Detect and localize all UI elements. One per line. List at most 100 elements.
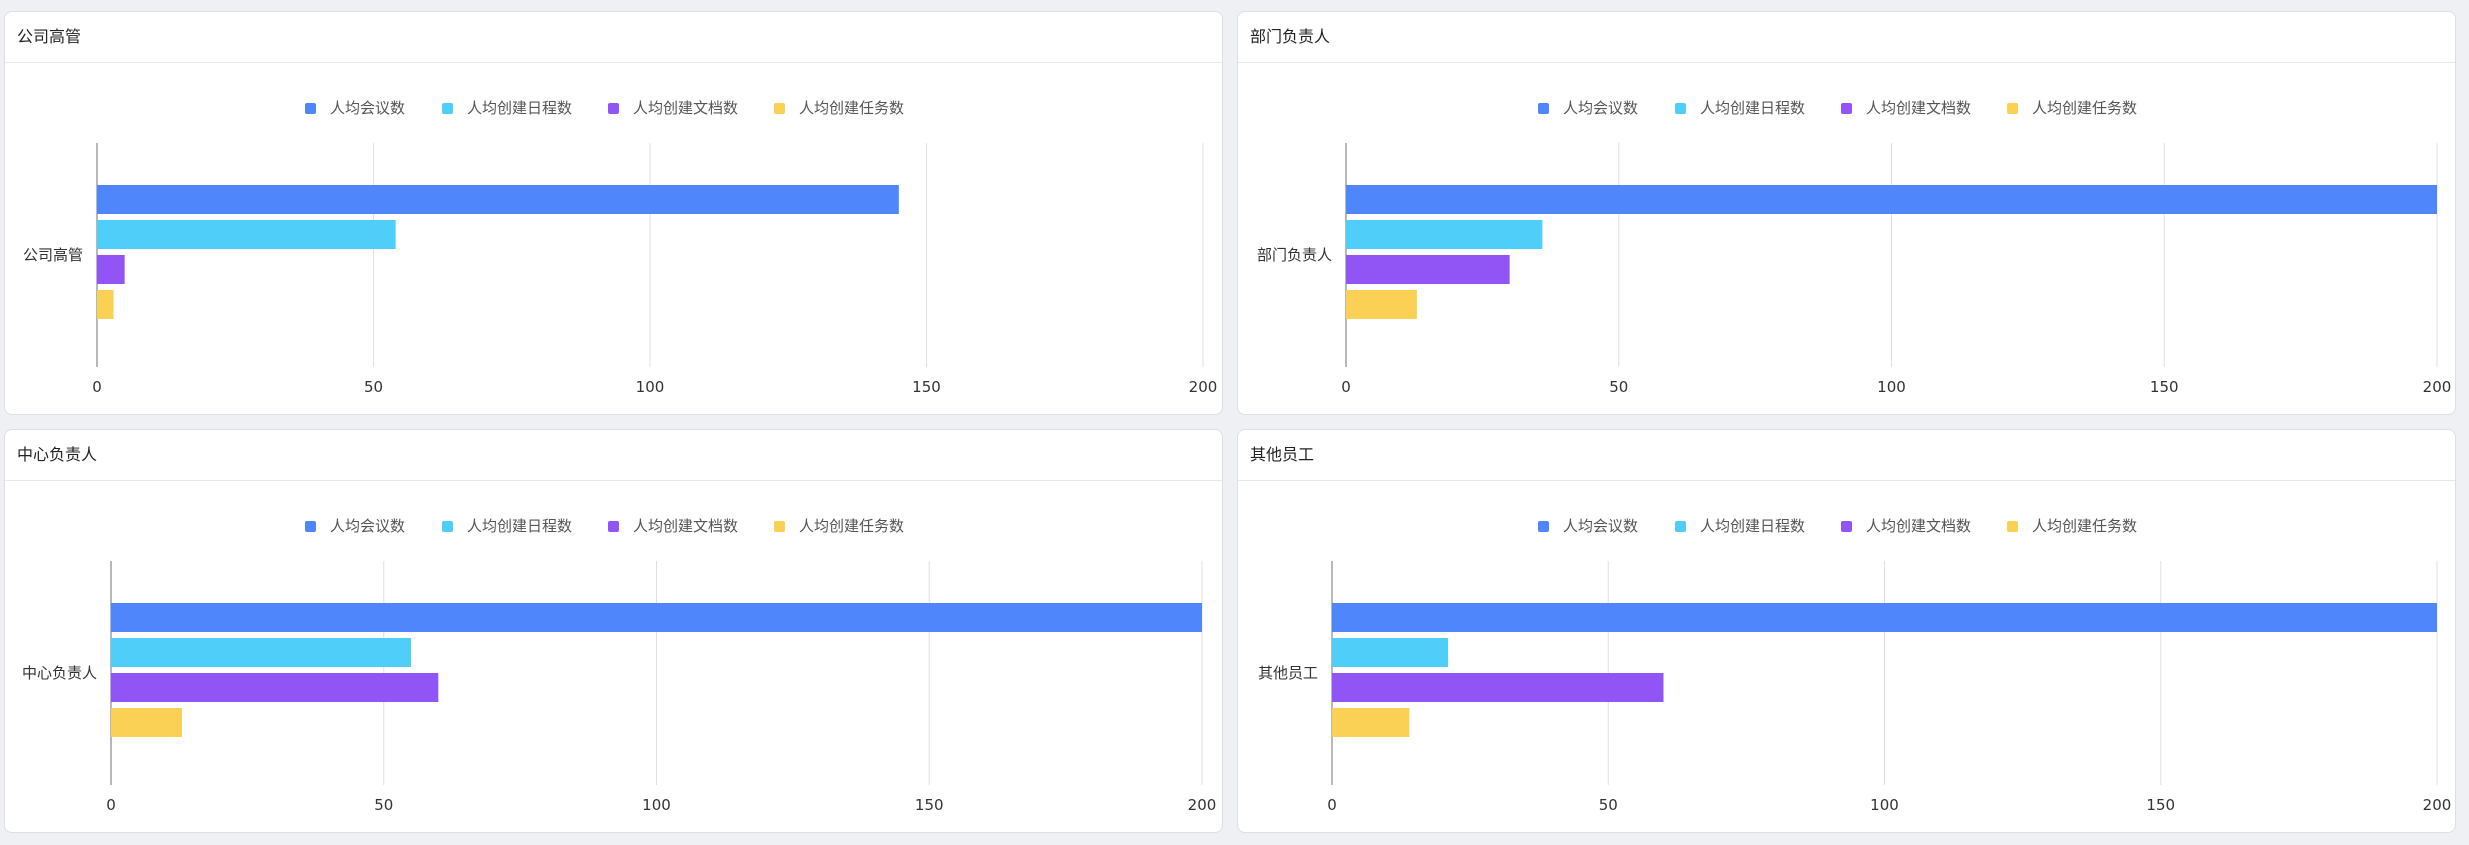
bar <box>111 638 412 667</box>
legend-swatch <box>2007 521 2018 532</box>
x-tick-label: 200 <box>1188 796 1217 814</box>
bar <box>1332 673 1664 702</box>
legend-swatch <box>1841 521 1852 532</box>
x-tick-label: 50 <box>364 378 383 396</box>
legend-label: 人均创建任务数 <box>799 517 904 535</box>
category-label: 公司高管 <box>23 246 83 264</box>
legend-item[interactable]: 人均创建日程数 <box>442 99 572 117</box>
legend-swatch <box>305 103 316 114</box>
chart-panel-dept-heads: 部门负责人 人均会议数 人均创建日程数 人均创建文档数 人均创建任务数 0 50 100 15… <box>1237 11 2456 415</box>
legend-label: 人均创建任务数 <box>2032 99 2137 117</box>
bar <box>97 185 899 214</box>
legend-item[interactable]: 人均创建日程数 <box>442 517 572 535</box>
x-tick-label: 0 <box>92 378 102 396</box>
x-tick-label: 50 <box>374 796 393 814</box>
bar <box>111 603 1202 632</box>
x-tick-label: 150 <box>2146 796 2175 814</box>
x-tick-label: 50 <box>1599 796 1618 814</box>
x-tick-label: 0 <box>1327 796 1337 814</box>
legend-label: 人均会议数 <box>1563 99 1638 117</box>
bar <box>97 220 396 249</box>
bar <box>1346 185 2437 214</box>
legend-swatch <box>305 521 316 532</box>
x-tick-label: 200 <box>2423 378 2452 396</box>
legend-label: 人均创建文档数 <box>633 517 738 535</box>
legend-item[interactable]: 人均创建文档数 <box>1841 517 1971 535</box>
legend-swatch <box>774 103 785 114</box>
category-label: 中心负责人 <box>22 664 97 682</box>
panel-title: 其他员工 <box>1238 430 2455 481</box>
legend-item[interactable]: 人均会议数 <box>1538 99 1638 117</box>
x-tick-label: 100 <box>642 796 671 814</box>
legend-swatch <box>774 521 785 532</box>
category-label: 其他员工 <box>1258 664 1318 682</box>
legend-item[interactable]: 人均创建文档数 <box>608 517 738 535</box>
bar <box>111 708 182 737</box>
category-label: 部门负责人 <box>1257 246 1332 264</box>
bar <box>1346 220 1543 249</box>
x-tick-label: 150 <box>2150 378 2179 396</box>
legend-swatch <box>608 103 619 114</box>
bar-chart: 人均会议数 人均创建日程数 人均创建文档数 人均创建任务数 0 50 100 150 200 部门… <box>1257 99 2452 396</box>
legend-label: 人均创建文档数 <box>633 99 738 117</box>
legend: 人均会议数 人均创建日程数 人均创建文档数 人均创建任务数 <box>1538 517 2137 535</box>
legend-label: 人均创建日程数 <box>1700 517 1805 535</box>
legend-item[interactable]: 人均创建日程数 <box>1675 99 1805 117</box>
x-tick-label: 0 <box>1341 378 1351 396</box>
legend-item[interactable]: 人均创建任务数 <box>774 517 904 535</box>
panel-title: 部门负责人 <box>1238 12 2455 63</box>
legend-item[interactable]: 人均创建文档数 <box>1841 99 1971 117</box>
bar <box>1332 638 1449 667</box>
bar-chart: 人均会议数 人均创建日程数 人均创建文档数 人均创建任务数 0 50 100 150 200 公司… <box>23 99 1218 396</box>
legend-swatch <box>1538 521 1549 532</box>
legend-item[interactable]: 人均会议数 <box>305 517 405 535</box>
x-tick-label: 100 <box>1870 796 1899 814</box>
x-tick-label: 100 <box>1877 378 1906 396</box>
legend: 人均会议数 人均创建日程数 人均创建文档数 人均创建任务数 <box>1538 99 2137 117</box>
legend-label: 人均创建日程数 <box>1700 99 1805 117</box>
legend-label: 人均创建任务数 <box>2032 517 2137 535</box>
bar <box>97 290 114 319</box>
legend: 人均会议数 人均创建日程数 人均创建文档数 人均创建任务数 <box>305 99 904 117</box>
bar <box>1346 255 1510 284</box>
legend-swatch <box>1841 103 1852 114</box>
legend-item[interactable]: 人均创建任务数 <box>774 99 904 117</box>
legend-label: 人均会议数 <box>330 99 405 117</box>
legend-swatch <box>1675 521 1686 532</box>
legend-swatch <box>2007 103 2018 114</box>
chart-panel-center-heads: 中心负责人 人均会议数 人均创建日程数 人均创建文档数 人均创建任务数 0 50 100 15… <box>4 429 1223 833</box>
panel-title: 公司高管 <box>5 12 1222 63</box>
legend-label: 人均创建任务数 <box>799 99 904 117</box>
x-tick-label: 200 <box>2423 796 2452 814</box>
legend-item[interactable]: 人均会议数 <box>305 99 405 117</box>
x-tick-label: 50 <box>1609 378 1628 396</box>
x-tick-label: 100 <box>636 378 665 396</box>
panel-title: 中心负责人 <box>5 430 1222 481</box>
legend-swatch <box>442 103 453 114</box>
legend-label: 人均创建文档数 <box>1866 517 1971 535</box>
x-tick-label: 150 <box>912 378 941 396</box>
bar <box>1346 290 1417 319</box>
legend-label: 人均创建日程数 <box>467 99 572 117</box>
legend-item[interactable]: 人均创建文档数 <box>608 99 738 117</box>
legend-item[interactable]: 人均创建任务数 <box>2007 517 2137 535</box>
legend-item[interactable]: 人均会议数 <box>1538 517 1638 535</box>
bar-chart: 人均会议数 人均创建日程数 人均创建文档数 人均创建任务数 0 50 100 150 200 中心… <box>22 517 1217 814</box>
bar-chart: 人均会议数 人均创建日程数 人均创建文档数 人均创建任务数 0 50 100 150 200 其他… <box>1258 517 2452 814</box>
bar <box>111 673 439 702</box>
legend-swatch <box>442 521 453 532</box>
legend: 人均会议数 人均创建日程数 人均创建文档数 人均创建任务数 <box>305 517 904 535</box>
legend-label: 人均会议数 <box>330 517 405 535</box>
x-tick-label: 200 <box>1189 378 1218 396</box>
legend-swatch <box>608 521 619 532</box>
bar <box>1332 603 2437 632</box>
legend-swatch <box>1538 103 1549 114</box>
legend-item[interactable]: 人均创建日程数 <box>1675 517 1805 535</box>
legend-label: 人均创建文档数 <box>1866 99 1971 117</box>
bar <box>1332 708 1410 737</box>
x-tick-label: 0 <box>106 796 116 814</box>
legend-item[interactable]: 人均创建任务数 <box>2007 99 2137 117</box>
chart-panel-other-staff: 其他员工 人均会议数 人均创建日程数 人均创建文档数 人均创建任务数 0 50 100 150… <box>1237 429 2456 833</box>
chart-panel-executives: 公司高管 人均会议数 人均创建日程数 人均创建文档数 人均创建任务数 0 50 100 150… <box>4 11 1223 415</box>
